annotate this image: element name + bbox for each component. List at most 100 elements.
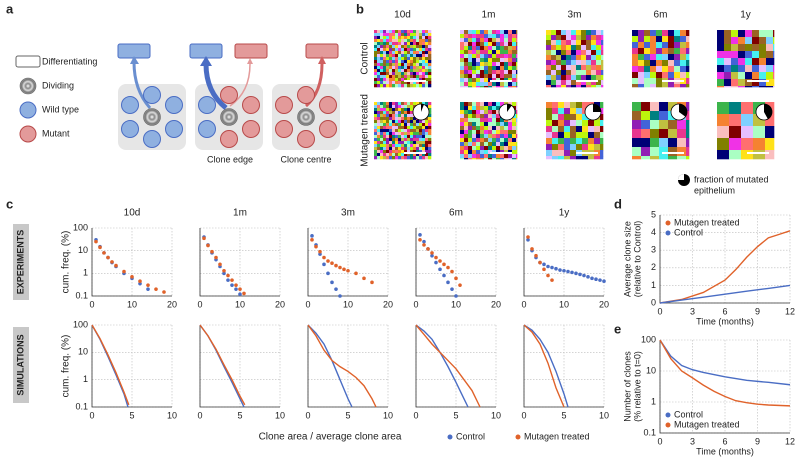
chart-title: 1y	[559, 208, 570, 219]
clone-cell	[468, 102, 473, 107]
clone-cell	[401, 117, 405, 121]
clone-cell	[644, 84, 651, 88]
clone-cell	[500, 134, 505, 139]
data-point	[434, 260, 438, 265]
clone-cell	[398, 153, 402, 157]
clone-cell	[596, 80, 602, 86]
clone-cell	[383, 147, 387, 151]
pie-wedge	[507, 104, 512, 112]
clone-cell	[476, 78, 481, 83]
clone-cell	[428, 33, 432, 37]
clone-cell	[401, 111, 405, 115]
clone-cell	[410, 105, 414, 109]
clone-cell	[480, 118, 485, 123]
clone-cell	[680, 60, 687, 67]
clone-cell	[516, 50, 518, 55]
clone-cell	[571, 50, 577, 56]
clone-cell	[551, 40, 557, 46]
clone-cell	[468, 138, 473, 143]
clone-cell	[380, 144, 384, 148]
clone-cell	[488, 114, 493, 119]
clone-cell	[383, 63, 387, 67]
clone-cell	[425, 42, 429, 46]
clone-cell	[591, 70, 597, 76]
clone-cell	[404, 66, 408, 70]
clone-cell	[581, 85, 587, 88]
clone-cell	[766, 58, 774, 66]
clone-cell	[468, 114, 473, 119]
clone-cell	[552, 138, 559, 145]
clone-cell	[380, 138, 384, 142]
panel-label: b	[356, 1, 364, 16]
clone-cell	[389, 135, 393, 139]
dividing-cell	[220, 108, 238, 126]
clone-cell	[395, 117, 399, 121]
data-point	[526, 238, 530, 242]
clone-cell	[422, 81, 426, 85]
clone-cell	[398, 123, 402, 127]
clone-cell	[472, 130, 477, 135]
clone-cell	[460, 58, 465, 63]
clone-cell	[386, 54, 390, 58]
clone-cell	[662, 84, 669, 88]
clone-cell	[386, 57, 390, 61]
clone-cell	[516, 54, 518, 59]
clone-cell	[404, 102, 408, 106]
clone-cell	[395, 36, 399, 40]
clone-cell	[404, 36, 408, 40]
clone-cell	[492, 62, 497, 67]
legend-text: Mutagen treated	[524, 431, 590, 441]
clone-cell	[460, 46, 465, 51]
clone-cell	[512, 66, 517, 71]
clone-cell	[556, 45, 562, 51]
clone-cell	[380, 135, 384, 139]
data-point	[534, 253, 538, 258]
clone-cell	[488, 122, 493, 127]
clone-cell	[401, 42, 405, 46]
clone-cell	[389, 123, 393, 127]
data-point	[334, 263, 338, 268]
clone-cell	[416, 138, 420, 142]
differentiating-cell	[189, 43, 223, 59]
clone-cell	[516, 150, 518, 155]
clone-cell	[492, 158, 497, 160]
clone-cell	[516, 142, 518, 147]
clone-cell	[745, 44, 753, 52]
clone-cell	[472, 34, 477, 39]
clone-cell	[425, 102, 429, 106]
clone-cell	[581, 80, 587, 86]
clone-cell	[374, 75, 378, 79]
clone-cell	[496, 46, 501, 51]
clone-cell	[601, 80, 604, 86]
data-point	[202, 236, 206, 241]
clone-cell	[380, 51, 384, 55]
clone-cell	[686, 84, 690, 88]
clone-cell	[476, 34, 481, 39]
clone-cell	[468, 62, 473, 67]
clone-cell	[546, 120, 553, 127]
clone-cell	[398, 144, 402, 148]
clone-cell	[377, 150, 381, 154]
clone-cell	[416, 141, 420, 145]
clone-cell	[398, 63, 402, 67]
clone-cell	[428, 63, 432, 67]
clone-cell	[591, 30, 597, 36]
clone-cell	[581, 40, 587, 46]
data-point	[454, 276, 458, 281]
clone-cell	[668, 48, 675, 55]
clone-cell	[392, 102, 396, 106]
clone-cell	[586, 70, 592, 76]
row-label: EXPERIMENTS	[15, 230, 25, 295]
clone-cell	[492, 134, 497, 139]
clone-cell	[632, 78, 639, 85]
x-tick-label: 0	[657, 306, 662, 316]
data-point	[446, 265, 450, 270]
clone-cell	[392, 126, 396, 130]
clone-cell	[410, 66, 414, 70]
clone-cell	[398, 30, 402, 34]
clone-cell	[413, 147, 417, 151]
clone-cell	[460, 114, 465, 119]
clone-cell	[374, 51, 378, 55]
y-axis-label: (% relative to t=0)	[632, 351, 642, 422]
clone-cell	[428, 105, 432, 109]
